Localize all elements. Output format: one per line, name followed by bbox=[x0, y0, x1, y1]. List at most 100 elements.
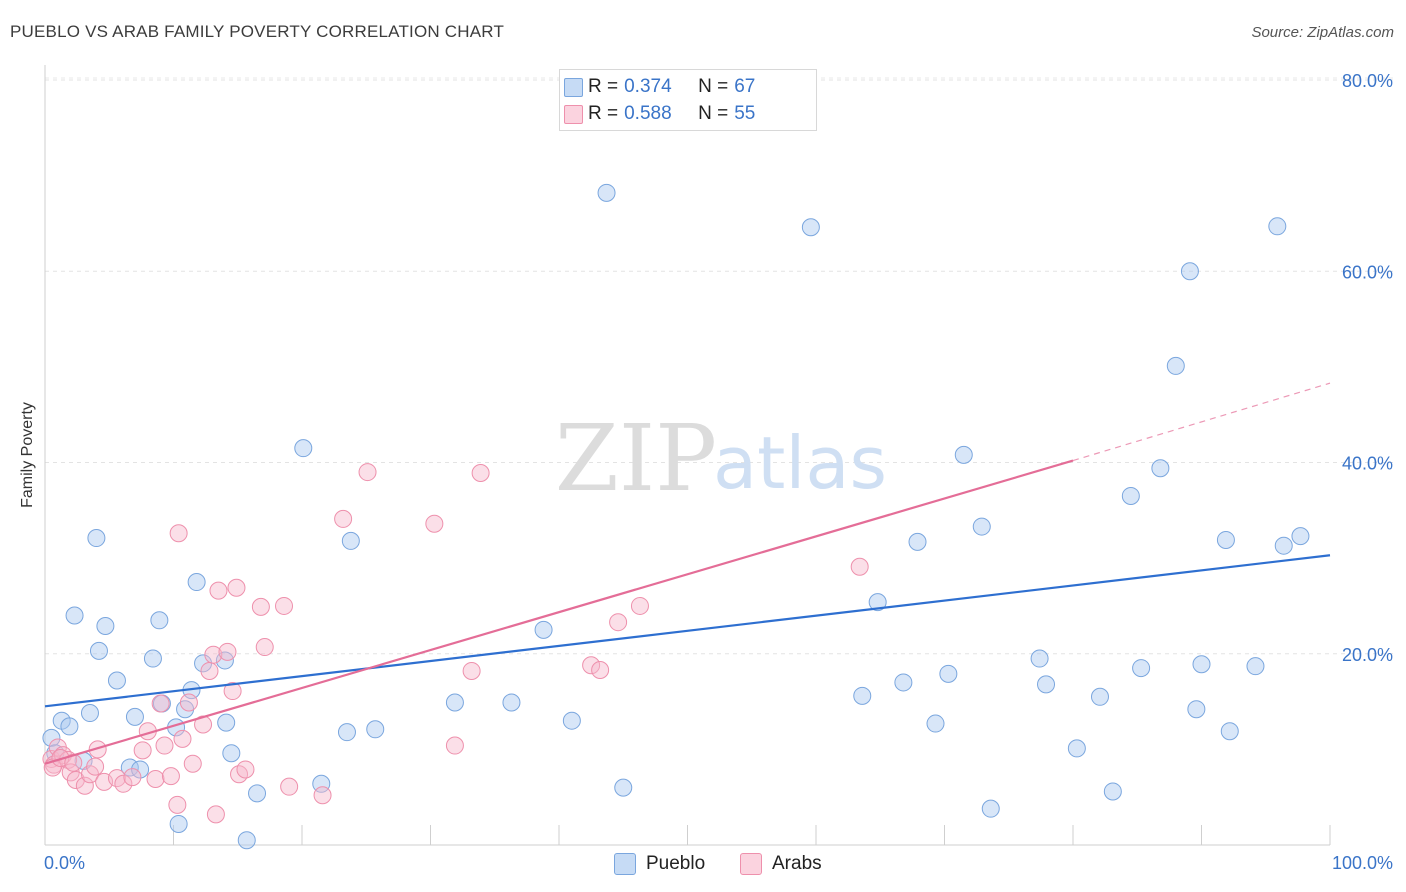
data-point bbox=[562, 711, 581, 730]
data-point bbox=[908, 532, 927, 551]
data-point bbox=[173, 729, 192, 748]
data-point bbox=[133, 741, 152, 760]
x-tick-label: 0.0% bbox=[44, 853, 85, 873]
data-point bbox=[312, 774, 331, 793]
grid-lines bbox=[45, 77, 1395, 655]
data-point bbox=[425, 514, 444, 533]
bottom-legend-pueblo: Pueblo bbox=[614, 851, 705, 877]
data-point bbox=[155, 736, 174, 755]
source-label: Source: ZipAtlas.com bbox=[1251, 24, 1394, 41]
data-point bbox=[236, 760, 255, 779]
data-point bbox=[939, 664, 958, 683]
data-point bbox=[206, 805, 225, 824]
data-point bbox=[123, 768, 142, 787]
data-point bbox=[1151, 459, 1170, 478]
legend-r-label: R = bbox=[588, 76, 619, 97]
data-point bbox=[227, 578, 246, 597]
data-point bbox=[1121, 486, 1140, 505]
watermark-zip: ZIP bbox=[555, 405, 717, 512]
bottom-legend-label-pueblo: Pueblo bbox=[646, 853, 706, 874]
data-point bbox=[853, 686, 872, 705]
bottom-legend-swatch-arabs bbox=[740, 853, 762, 875]
legend-r-value: 0.374 bbox=[624, 76, 672, 97]
data-point bbox=[251, 597, 270, 616]
legend: R = 0.374 N = 67 R = 0.588 N = 55 bbox=[559, 69, 817, 131]
data-point bbox=[445, 693, 464, 712]
data-point bbox=[96, 617, 115, 636]
data-point bbox=[168, 795, 187, 814]
data-point bbox=[237, 831, 256, 850]
legend-r-label: R = bbox=[588, 103, 619, 124]
data-point bbox=[337, 723, 356, 742]
data-point bbox=[65, 606, 84, 625]
trend-line-pueblo bbox=[44, 554, 1331, 708]
data-point bbox=[223, 682, 242, 701]
legend-n-label: N = bbox=[698, 103, 729, 124]
legend-row-pueblo: R = 0.374 N = 67 bbox=[564, 75, 756, 99]
data-point bbox=[1132, 659, 1151, 678]
data-point bbox=[462, 661, 481, 680]
bottom-legend-swatch-pueblo bbox=[614, 853, 636, 875]
chart-title: PUEBLO VS ARAB FAMILY POVERTY CORRELATIO… bbox=[10, 22, 505, 41]
data-point bbox=[868, 593, 887, 612]
data-point bbox=[981, 799, 1000, 818]
data-point bbox=[1274, 536, 1293, 555]
data-point bbox=[313, 786, 332, 805]
data-point bbox=[972, 517, 991, 536]
data-point bbox=[926, 714, 945, 733]
data-point bbox=[1090, 687, 1109, 706]
legend-swatch-arabs bbox=[564, 105, 583, 124]
data-point bbox=[1192, 655, 1211, 674]
data-point bbox=[445, 736, 464, 755]
data-point bbox=[150, 611, 169, 630]
data-point bbox=[275, 596, 294, 615]
data-point bbox=[169, 814, 188, 833]
data-point bbox=[591, 661, 610, 680]
data-point bbox=[131, 760, 150, 779]
trend-extension-arabs bbox=[1072, 382, 1331, 462]
bottom-legend-arabs: Arabs bbox=[740, 851, 822, 877]
watermark-atlas: atlas bbox=[713, 421, 887, 505]
data-point bbox=[60, 717, 79, 736]
data-point bbox=[341, 531, 360, 550]
legend-n-label: N = bbox=[698, 76, 729, 97]
data-point bbox=[1103, 782, 1122, 801]
legend-r-value: 0.588 bbox=[624, 103, 672, 124]
data-point bbox=[161, 767, 180, 786]
data-point bbox=[86, 757, 105, 776]
data-point bbox=[88, 740, 107, 759]
data-point bbox=[87, 529, 106, 548]
data-point bbox=[179, 693, 198, 712]
data-point bbox=[151, 694, 170, 713]
data-point bbox=[125, 707, 144, 726]
data-point bbox=[280, 777, 299, 796]
data-point bbox=[1246, 657, 1265, 676]
data-point bbox=[169, 524, 188, 543]
legend-row-arabs: R = 0.588 N = 55 bbox=[564, 102, 755, 126]
data-point bbox=[255, 638, 274, 657]
bottom-legend-label-arabs: Arabs bbox=[772, 853, 822, 874]
y-tick-label: 60.0% bbox=[1342, 262, 1393, 282]
data-point bbox=[894, 673, 913, 692]
trend-lines bbox=[44, 382, 1331, 765]
data-point bbox=[502, 693, 521, 712]
watermark: ZIP atlas bbox=[555, 405, 887, 512]
data-point bbox=[582, 656, 601, 675]
data-point bbox=[801, 218, 820, 237]
data-point bbox=[850, 557, 869, 576]
data-point bbox=[294, 439, 313, 458]
data-point bbox=[200, 661, 219, 680]
y-tick-label: 40.0% bbox=[1342, 454, 1393, 474]
data-point bbox=[1291, 527, 1310, 546]
legend-n-value: 67 bbox=[734, 76, 756, 97]
data-point bbox=[218, 642, 237, 661]
trend-line-arabs bbox=[44, 459, 1074, 765]
data-point bbox=[1166, 356, 1185, 375]
data-point bbox=[222, 744, 241, 763]
data-points bbox=[42, 183, 1310, 850]
y-tick-label: 80.0% bbox=[1342, 71, 1393, 91]
data-point bbox=[1030, 649, 1049, 668]
data-point bbox=[114, 774, 133, 793]
data-point bbox=[630, 596, 649, 615]
